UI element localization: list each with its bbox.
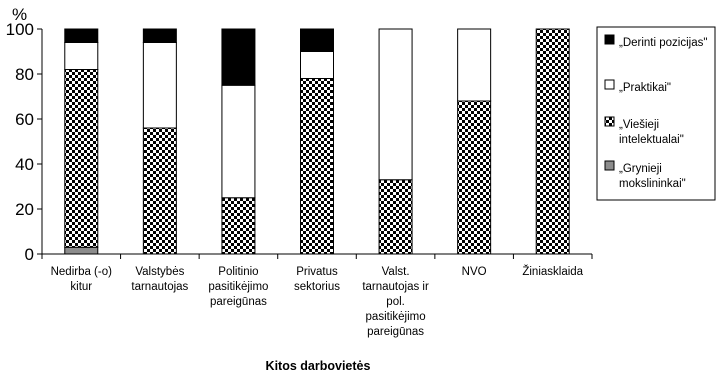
plot-area: 0 20 40 60 80 100 Nedirba (-o) kitur Valstybės ta…: [6, 20, 593, 338]
category-label: pareigūnas: [210, 296, 267, 308]
bar-segment: [300, 28, 334, 52]
category-label: Valst.: [382, 266, 410, 278]
x-axis-title: Kitos darbovietės: [266, 359, 371, 373]
bar-segment: [300, 78, 334, 255]
bar-segment: [64, 69, 99, 248]
category-label: pareigūnas: [367, 326, 424, 338]
legend-swatch: [604, 160, 615, 171]
legend-label: „Grynieji: [619, 163, 662, 175]
category-label: Politinio: [218, 266, 258, 278]
bar-segment: [221, 197, 256, 255]
category-label: pasitikėjimo: [208, 281, 268, 293]
category-label: kitur: [70, 281, 92, 293]
y-unit-label: %: [12, 5, 27, 24]
category-label: pasitikėjimo: [366, 311, 426, 323]
bar-segment: [142, 28, 177, 43]
legend: „Derinti pozicijas" „Praktikai" „Viešieji i…: [596, 26, 716, 201]
category-label: sektorius: [294, 281, 340, 293]
bar-segment: [378, 179, 413, 255]
bar-segment: [457, 28, 492, 102]
category-label: NVO: [462, 266, 487, 278]
legend-label: „Derinti pozicijas": [619, 37, 707, 49]
y-tick-label: 20: [15, 200, 34, 219]
bar-segment: [64, 42, 99, 70]
category-label: Privatus: [296, 266, 338, 278]
y-tick-label: 0: [25, 245, 34, 264]
y-tick-label: 60: [15, 110, 34, 129]
legend-label: „Praktikai": [619, 82, 671, 94]
bar-segment: [221, 84, 256, 199]
bar-segment: [221, 28, 256, 86]
y-tick-label: 40: [15, 155, 34, 174]
y-tick-label: 100: [6, 20, 34, 39]
legend-label: „Viešieji: [619, 119, 659, 131]
bar-segment: [142, 127, 177, 255]
legend-label: mokslininkai": [619, 178, 686, 190]
legend-swatch: [604, 79, 615, 90]
legend-swatch: [604, 34, 615, 45]
category-label: Žiniasklaida: [522, 265, 583, 278]
category-label: pol.: [386, 296, 405, 308]
legend-box: [596, 26, 716, 201]
bar-segment: [64, 28, 99, 43]
category-label: Valstybės: [135, 266, 184, 278]
category-label: tarnautojas ir: [362, 281, 429, 293]
bar-segment: [64, 246, 99, 255]
bar-segment: [142, 42, 177, 129]
category-label: tarnautojas: [131, 281, 188, 293]
y-tick-label: 80: [15, 65, 34, 84]
category-label: Nedirba (-o): [51, 266, 113, 278]
bar-segment: [378, 28, 413, 181]
bar-segment: [457, 100, 492, 255]
bar-segment: [535, 28, 570, 255]
legend-swatch: [604, 116, 615, 127]
bar-segment: [300, 51, 334, 79]
legend-label: intelektualai": [619, 134, 684, 146]
